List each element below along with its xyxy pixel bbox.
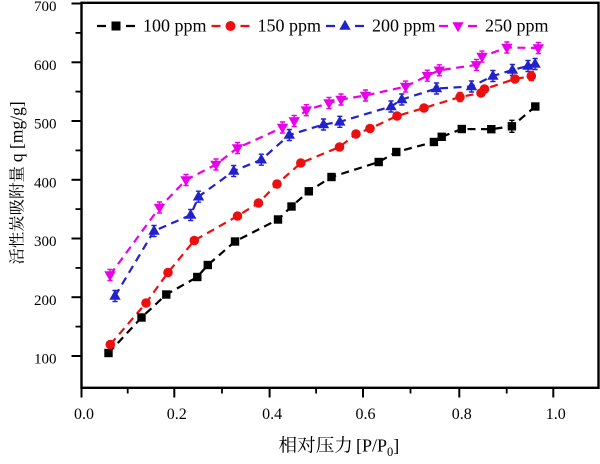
svg-text:100: 100 [34,352,57,368]
svg-text:300: 300 [34,234,57,250]
svg-text:0.4: 0.4 [262,406,282,423]
svg-text:1.0: 1.0 [546,406,566,423]
svg-text:q [mg/g]: q [mg/g] [7,101,27,162]
svg-text:150 ppm: 150 ppm [258,15,322,35]
svg-text:250 ppm: 250 ppm [485,15,549,35]
svg-text:500: 500 [34,117,57,133]
svg-text:200: 200 [34,293,57,309]
svg-text:[P/P0]: [P/P0] [356,436,399,460]
svg-text:0.8: 0.8 [452,406,472,423]
svg-text:700: 700 [34,0,57,15]
svg-text:0.6: 0.6 [356,406,376,423]
svg-text:600: 600 [34,58,57,74]
svg-text:200 ppm: 200 ppm [372,15,436,35]
svg-text:0.0: 0.0 [74,406,94,423]
svg-text:400: 400 [34,175,57,191]
svg-text:100 ppm: 100 ppm [143,15,207,35]
svg-text:0.2: 0.2 [167,406,187,423]
